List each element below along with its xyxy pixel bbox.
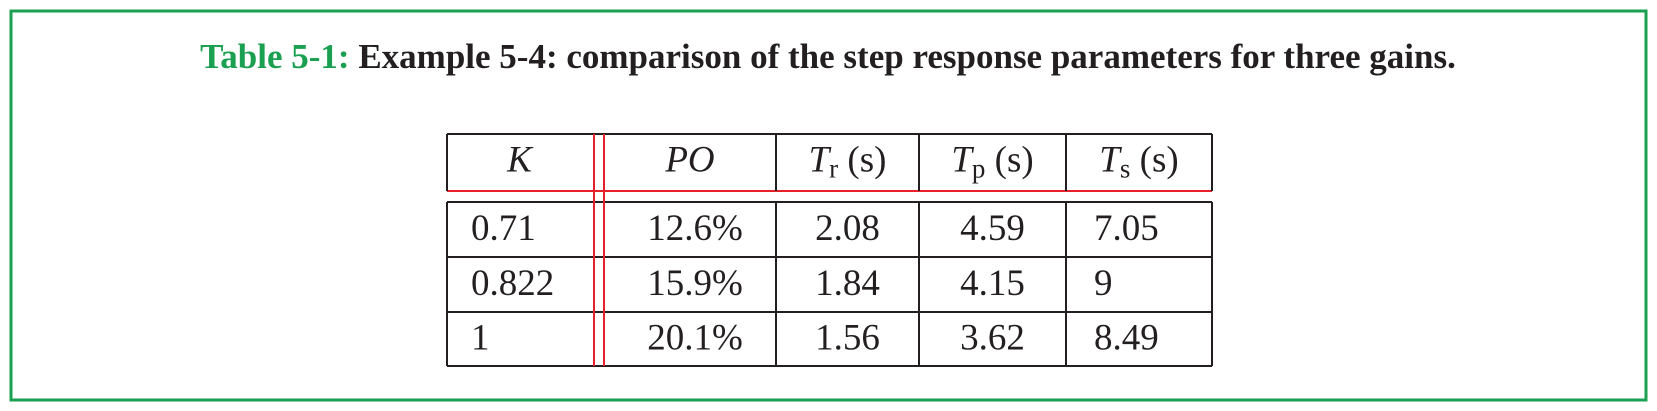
caption-label: Table 5-1: <box>200 37 349 76</box>
caption: Table 5-1: Example 5-4: comparison of th… <box>200 37 1456 76</box>
cell: 9 <box>1094 263 1113 304</box>
header-subscript: r <box>829 154 838 184</box>
header-cell: Tr (s) <box>809 140 887 184</box>
header-symbol: PO <box>664 140 714 181</box>
caption-text: Example 5-4: comparison of the step resp… <box>358 37 1456 76</box>
cell: 1 <box>471 317 490 358</box>
cell: 1.84 <box>815 263 880 304</box>
cell: 7.05 <box>1094 208 1159 249</box>
cell: 0.71 <box>471 208 536 249</box>
cell: 20.1% <box>647 317 743 358</box>
cell: 4.59 <box>960 208 1025 249</box>
header-cell: Tp (s) <box>951 140 1033 184</box>
header-subscript: p <box>972 154 986 184</box>
header-unit: (s) <box>985 140 1033 181</box>
cell: 12.6% <box>647 208 743 249</box>
header-unit: (s) <box>1130 140 1178 181</box>
header-unit: (s) <box>838 140 886 181</box>
cell: 8.49 <box>1094 317 1159 358</box>
table: K PO Tr (s) Tp (s) Ts (s)0.71 12.6% 2.08 4.59 7.… <box>446 133 1213 367</box>
cell: 0.822 <box>471 263 554 304</box>
cell: 3.62 <box>960 317 1025 358</box>
cell: 15.9% <box>647 263 743 304</box>
header-symbol: T <box>1099 140 1122 181</box>
header-subscript: s <box>1120 154 1131 184</box>
cell: 1.56 <box>815 317 880 358</box>
header-symbol: T <box>951 140 974 181</box>
cell: 4.15 <box>960 263 1025 304</box>
header-cell: K <box>506 140 534 181</box>
header-cell: Ts (s) <box>1099 140 1178 184</box>
header-cell: PO <box>664 140 714 181</box>
header-symbol: T <box>809 140 832 181</box>
cell: 2.08 <box>815 208 880 249</box>
frame <box>9 9 1648 402</box>
header-symbol: K <box>506 140 534 181</box>
